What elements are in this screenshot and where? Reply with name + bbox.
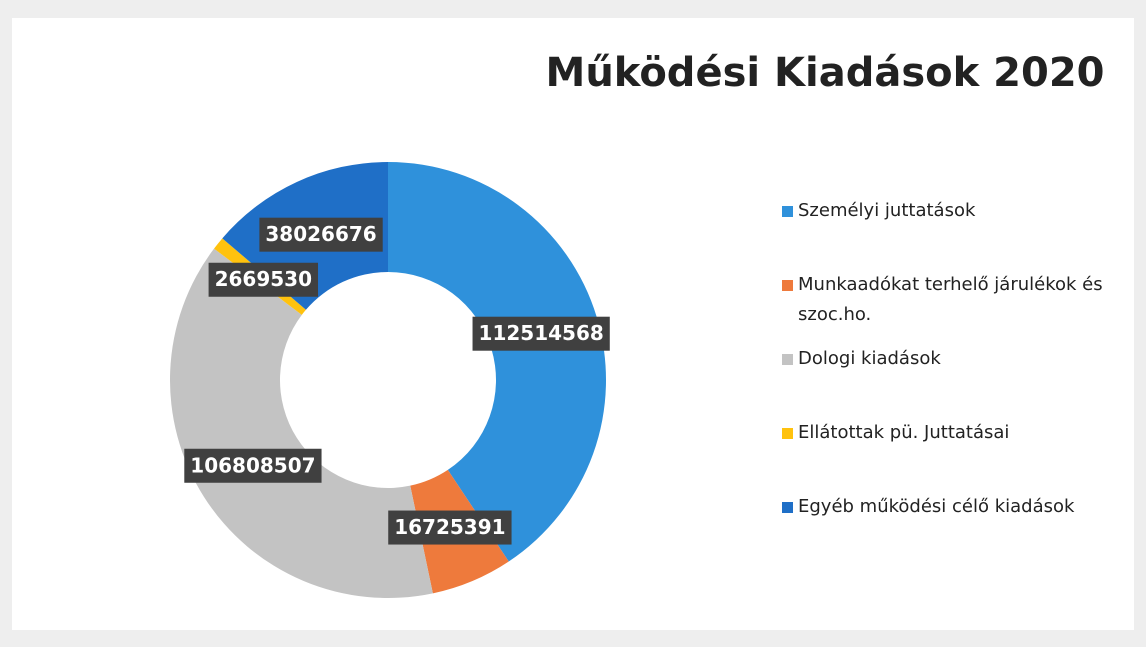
data-label-text: 112514568	[479, 321, 604, 345]
legend: Személyi juttatások Munkaadókat terhelő j…	[780, 196, 1120, 566]
label-box	[472, 316, 610, 351]
legend-item: Ellátottak pü. Juttatásai	[780, 418, 1120, 492]
data-label: 2669530	[208, 262, 319, 297]
data-label-text: 2669530	[215, 267, 312, 291]
label-box	[259, 217, 383, 252]
data-label: 16725391	[388, 510, 512, 545]
data-label: 106808507	[184, 448, 322, 483]
chart-title: Működési Kiadások 2020	[546, 50, 1105, 96]
data-label: 38026676	[259, 217, 383, 252]
label-box	[208, 262, 319, 297]
legend-swatch	[782, 354, 793, 365]
legend-label: Egyéb működési célő kiadások	[798, 496, 1075, 517]
data-label-text: 38026676	[265, 222, 376, 246]
slice	[388, 162, 606, 562]
label-box	[388, 510, 512, 545]
legend-label: Személyi juttatások	[798, 200, 976, 221]
legend-swatch	[782, 280, 793, 291]
label-box	[184, 448, 322, 483]
legend-item: Munkaadókat terhelő járulékok és szoc.ho…	[780, 270, 1120, 344]
legend-swatch	[782, 206, 793, 217]
legend-swatch	[782, 428, 793, 439]
legend-label: Dologi kiadások	[798, 348, 941, 369]
data-label-text: 106808507	[190, 453, 315, 477]
slice	[170, 248, 433, 598]
data-label-text: 16725391	[394, 515, 505, 539]
legend-label: Munkaadókat terhelő járulékok és szoc.ho…	[798, 274, 1103, 325]
legend-swatch	[782, 502, 793, 513]
legend-item: Személyi juttatások	[780, 196, 1120, 270]
legend-label: Ellátottak pü. Juttatásai	[798, 422, 1010, 443]
data-label: 112514568	[472, 316, 610, 351]
legend-item: Egyéb működési célő kiadások	[780, 492, 1120, 566]
legend-item: Dologi kiadások	[780, 344, 1120, 418]
